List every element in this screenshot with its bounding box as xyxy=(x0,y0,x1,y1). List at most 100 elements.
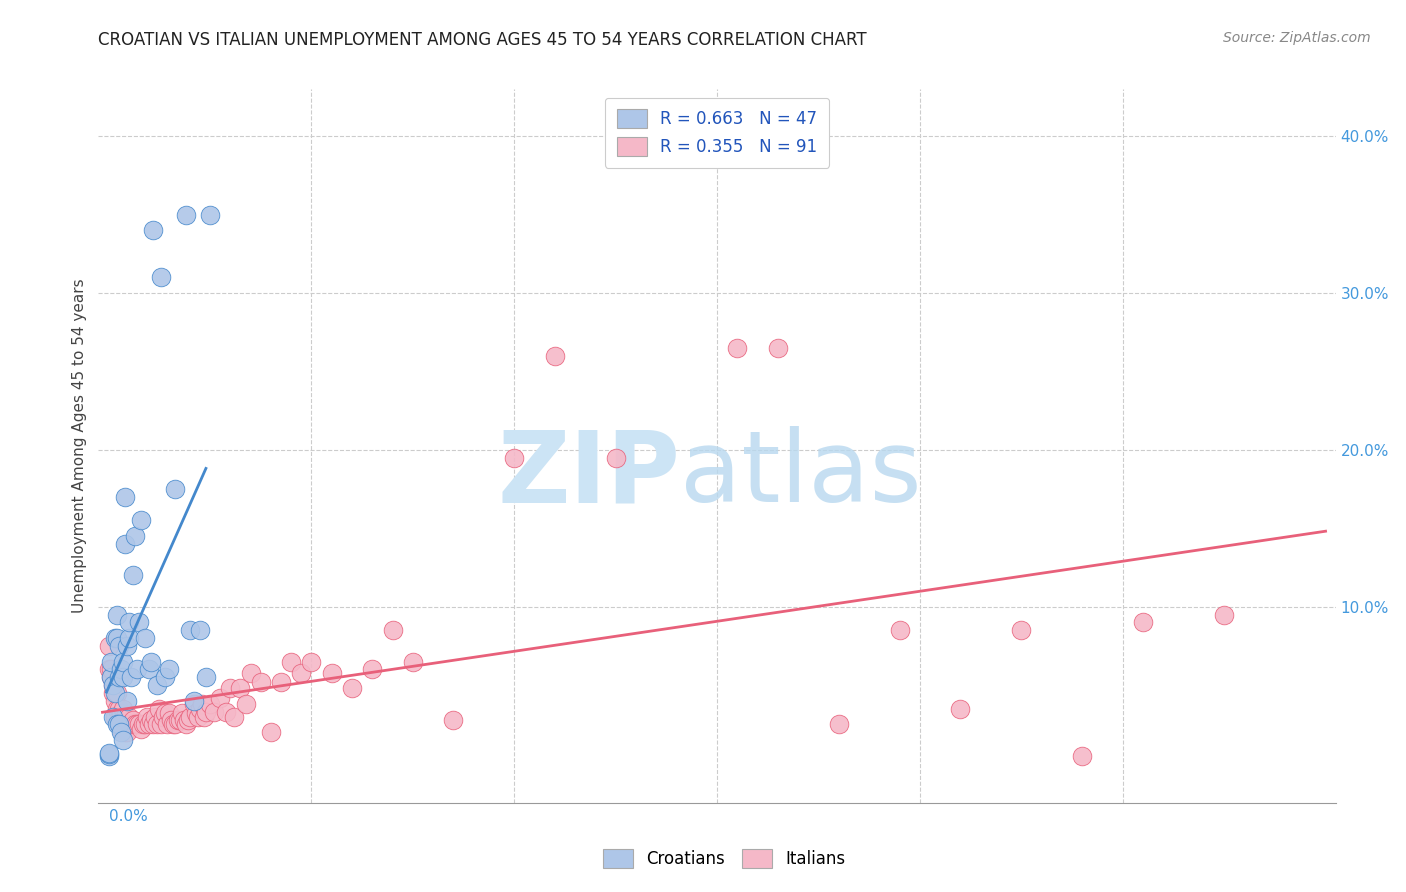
Point xyxy=(97,747,120,761)
Point xyxy=(105,717,128,731)
Point xyxy=(111,670,134,684)
Point xyxy=(188,702,211,716)
Point xyxy=(176,713,198,727)
Y-axis label: Unemployment Among Ages 45 to 54 years: Unemployment Among Ages 45 to 54 years xyxy=(72,278,87,614)
Point xyxy=(828,717,851,731)
Point xyxy=(169,713,191,727)
Point xyxy=(129,514,152,528)
Point xyxy=(107,717,129,731)
Point xyxy=(107,702,129,716)
Point xyxy=(235,697,257,711)
Point xyxy=(183,694,205,708)
Point xyxy=(198,697,221,711)
Point xyxy=(157,706,180,721)
Point xyxy=(125,717,148,731)
Point xyxy=(155,706,177,721)
Point xyxy=(152,709,174,723)
Point xyxy=(114,725,136,739)
Legend: Croatians, Italians: Croatians, Italians xyxy=(595,840,853,877)
Point xyxy=(115,725,138,739)
Point xyxy=(110,663,132,677)
Point xyxy=(198,208,221,222)
Point xyxy=(101,686,124,700)
Point xyxy=(174,717,197,731)
Point xyxy=(141,713,163,727)
Point xyxy=(183,697,205,711)
Point xyxy=(141,655,163,669)
Point xyxy=(148,702,170,716)
Point xyxy=(441,713,464,727)
Point xyxy=(146,678,169,692)
Point xyxy=(110,725,132,739)
Point xyxy=(150,717,173,731)
Point xyxy=(100,670,122,684)
Point xyxy=(114,709,136,723)
Point xyxy=(402,655,425,669)
Point xyxy=(166,713,188,727)
Point xyxy=(97,746,120,760)
Point xyxy=(766,341,789,355)
Point xyxy=(170,706,193,721)
Point xyxy=(134,631,156,645)
Legend: R = 0.663   N = 47, R = 0.355   N = 91: R = 0.663 N = 47, R = 0.355 N = 91 xyxy=(605,97,830,168)
Point xyxy=(142,223,165,237)
Point xyxy=(107,639,129,653)
Point xyxy=(122,713,145,727)
Point xyxy=(100,670,122,684)
Point xyxy=(174,208,197,222)
Point xyxy=(188,624,211,638)
Text: 0.0%: 0.0% xyxy=(108,808,148,823)
Point xyxy=(114,490,136,504)
Point xyxy=(115,694,138,708)
Point xyxy=(100,663,122,677)
Text: atlas: atlas xyxy=(681,426,921,523)
Point xyxy=(191,697,214,711)
Point xyxy=(111,655,134,669)
Point xyxy=(105,702,128,716)
Point xyxy=(249,675,271,690)
Point xyxy=(105,607,128,622)
Point xyxy=(111,717,134,731)
Point xyxy=(120,717,142,731)
Point xyxy=(114,537,136,551)
Point xyxy=(165,717,187,731)
Point xyxy=(150,270,173,285)
Point xyxy=(215,705,238,719)
Point xyxy=(1010,624,1032,638)
Point xyxy=(224,709,246,723)
Point xyxy=(100,655,122,669)
Point xyxy=(184,706,207,721)
Point xyxy=(219,681,242,696)
Point xyxy=(118,615,141,630)
Point xyxy=(105,686,128,700)
Point xyxy=(156,717,179,731)
Point xyxy=(321,665,343,680)
Point xyxy=(110,706,132,721)
Point xyxy=(97,639,120,653)
Point xyxy=(194,705,217,719)
Point xyxy=(128,615,150,630)
Point xyxy=(142,717,165,731)
Point xyxy=(97,748,120,763)
Point xyxy=(605,450,627,465)
Point xyxy=(503,450,526,465)
Point xyxy=(111,702,134,716)
Text: ZIP: ZIP xyxy=(498,426,681,523)
Point xyxy=(1132,615,1154,630)
Point xyxy=(187,709,209,723)
Point xyxy=(143,709,166,723)
Point xyxy=(544,349,567,363)
Point xyxy=(270,675,292,690)
Point xyxy=(132,717,155,731)
Point xyxy=(146,717,169,731)
Point xyxy=(124,529,146,543)
Point xyxy=(118,631,141,645)
Point xyxy=(260,725,283,739)
Point xyxy=(111,733,134,747)
Text: CROATIAN VS ITALIAN UNEMPLOYMENT AMONG AGES 45 TO 54 YEARS CORRELATION CHART: CROATIAN VS ITALIAN UNEMPLOYMENT AMONG A… xyxy=(98,31,868,49)
Point xyxy=(162,717,184,731)
Point xyxy=(209,690,232,705)
Point xyxy=(118,709,141,723)
Point xyxy=(381,624,404,638)
Point xyxy=(239,665,262,680)
